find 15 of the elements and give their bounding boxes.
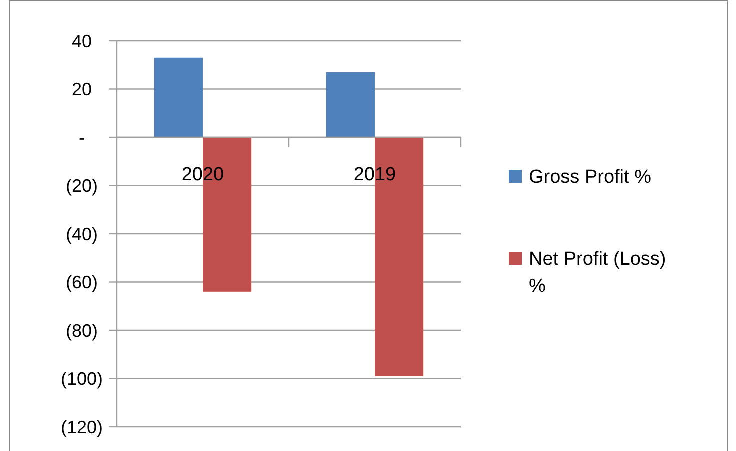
x-tick-label: 2020 [182, 164, 224, 186]
y-tick-label: (100) [60, 369, 104, 390]
y-tick-label: (60) [66, 272, 98, 293]
bar [154, 58, 203, 138]
legend-label: Net Profit (Loss) % [529, 249, 666, 297]
y-tick-label: 40 [72, 31, 92, 52]
y-tick-label: (40) [66, 224, 98, 244]
y-tick-label: (20) [66, 176, 98, 196]
y-tick-label: (120) [60, 417, 104, 438]
x-tick-label: 2019 [354, 164, 396, 186]
legend-label: Gross Profit % [529, 167, 652, 188]
y-tick-label: (80) [66, 320, 98, 341]
y-tick-label: - [79, 128, 85, 148]
bar [326, 72, 375, 138]
y-tick-label: 20 [72, 80, 92, 100]
